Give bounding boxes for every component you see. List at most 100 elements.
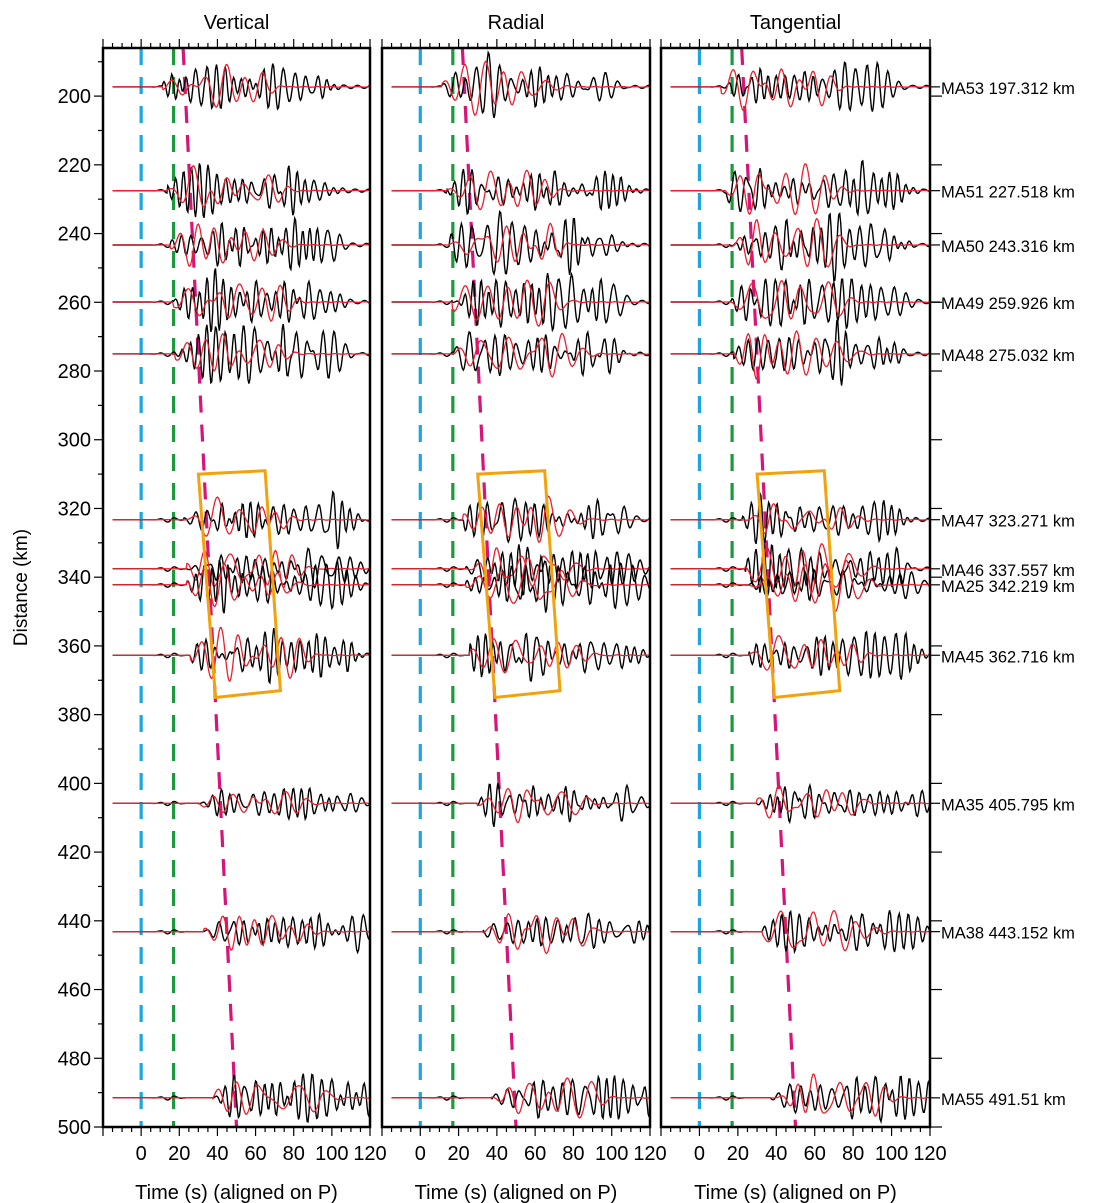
synthetic-trace-MA46 bbox=[670, 543, 930, 594]
x-tick-label: 40 bbox=[765, 1143, 787, 1165]
station-label: MA45 362.716 km bbox=[941, 648, 1075, 666]
y-tick-label: 340 bbox=[58, 567, 91, 589]
station-label: MA35 405.795 km bbox=[941, 796, 1075, 814]
reference-line-2 bbox=[181, 48, 239, 1127]
x-tick-label: 120 bbox=[913, 1143, 946, 1165]
x-tick-label: 20 bbox=[447, 1143, 469, 1165]
synthetic-trace-MA25 bbox=[670, 559, 930, 612]
synthetic-trace-MA53 bbox=[670, 68, 930, 112]
station-label: MA48 275.032 km bbox=[941, 347, 1075, 365]
y-tick-label: 280 bbox=[58, 361, 91, 383]
synthetic-trace-MA45 bbox=[391, 638, 650, 674]
right-axis: MA53 197.312 km MA51 227.518 km MA50 243.3… bbox=[930, 80, 1075, 1128]
synthetic-trace-MA50 bbox=[391, 222, 650, 263]
synthetic-trace-MA45 bbox=[670, 635, 930, 671]
synthetic-trace-MA25 bbox=[112, 562, 370, 608]
synthetic-trace-MA53 bbox=[391, 60, 650, 117]
synthetic-trace-MA50 bbox=[112, 223, 370, 267]
x-tick-label: 80 bbox=[283, 1143, 305, 1165]
synthetic-trace-MA48 bbox=[670, 329, 930, 380]
synthetic-trace-MA48 bbox=[391, 332, 650, 378]
x-tick-label: 20 bbox=[168, 1143, 190, 1165]
observed-trace-MA35 bbox=[391, 782, 650, 827]
x-tick-label: 100 bbox=[595, 1143, 628, 1165]
x-tick-label: 100 bbox=[315, 1143, 348, 1165]
y-tick-label: 500 bbox=[58, 1117, 91, 1139]
synthetic-trace-MA35 bbox=[112, 791, 370, 815]
synthetic-trace-MA49 bbox=[670, 279, 930, 320]
station-label: MA53 197.312 km bbox=[941, 80, 1075, 98]
highlight-box bbox=[755, 469, 842, 700]
synthetic-trace-MA49 bbox=[391, 279, 650, 327]
x-tick-label: 0 bbox=[415, 1143, 426, 1165]
synthetic-trace-MA51 bbox=[391, 169, 650, 211]
y-tick-label: 440 bbox=[58, 911, 91, 933]
station-label: MA51 227.518 km bbox=[941, 184, 1075, 202]
observed-trace-MA47 bbox=[112, 489, 370, 550]
x-tick-label: 40 bbox=[206, 1143, 228, 1165]
y-tick-label: 360 bbox=[58, 636, 91, 658]
y-tick-label: 220 bbox=[58, 155, 91, 177]
x-tick-label: 60 bbox=[804, 1143, 826, 1165]
station-label: MA55 491.51 km bbox=[941, 1091, 1066, 1109]
station-label: MA50 243.316 km bbox=[941, 238, 1075, 256]
synthetic-trace-MA53 bbox=[112, 63, 370, 108]
synthetic-trace-MA38 bbox=[670, 909, 930, 952]
synthetic-trace-MA55 bbox=[112, 1081, 370, 1115]
observed-trace-MA47 bbox=[670, 490, 930, 545]
panel-radial: 0 20 40 60 80 100 120 Radial Time (s) (aligned o… bbox=[380, 12, 667, 1203]
station-label: MA25 342.219 km bbox=[941, 578, 1075, 596]
x-axis-label: Time (s) (aligned on P) bbox=[415, 1182, 618, 1203]
x-tick-label: 40 bbox=[486, 1143, 508, 1165]
y-tick-label: 300 bbox=[58, 430, 91, 452]
synthetic-trace-MA50 bbox=[670, 217, 930, 268]
observed-trace-MA50 bbox=[391, 209, 650, 277]
x-axis-label: Time (s) (aligned on P) bbox=[694, 1182, 897, 1203]
panel-title: Vertical bbox=[204, 12, 270, 34]
x-tick-label: 0 bbox=[136, 1143, 147, 1165]
synthetic-trace-MA47 bbox=[670, 503, 930, 534]
synthetic-trace-MA47 bbox=[112, 496, 370, 537]
synthetic-trace-MA46 bbox=[391, 547, 650, 587]
highlight-box bbox=[196, 469, 282, 700]
synthetic-trace-MA51 bbox=[670, 162, 930, 216]
x-tick-label: 60 bbox=[524, 1143, 546, 1165]
panel-content bbox=[391, 48, 650, 1127]
synthetic-trace-MA35 bbox=[391, 787, 650, 824]
synthetic-trace-MA51 bbox=[112, 164, 370, 208]
panel-content bbox=[112, 48, 370, 1127]
y-tick-label: 240 bbox=[58, 224, 91, 246]
panel-frame bbox=[659, 46, 932, 1129]
y-axis-label: Distance (km) bbox=[11, 529, 32, 646]
synthetic-trace-MA25 bbox=[391, 556, 650, 604]
x-tick-label: 80 bbox=[562, 1143, 584, 1165]
y-tick-label: 320 bbox=[58, 498, 91, 520]
x-tick-label: 120 bbox=[633, 1143, 666, 1165]
station-label: MA49 259.926 km bbox=[941, 295, 1075, 313]
panel-content bbox=[670, 48, 930, 1127]
station-label: MA47 323.271 km bbox=[941, 513, 1075, 531]
y-tick-label: 200 bbox=[58, 86, 91, 108]
panel-vertical: 0 20 40 60 80 100 120 Vertical Time (s) (aligned… bbox=[101, 12, 387, 1203]
x-tick-label: 100 bbox=[875, 1143, 908, 1165]
station-label: MA38 443.152 km bbox=[941, 925, 1075, 943]
synthetic-trace-MA48 bbox=[112, 333, 370, 372]
observed-trace-MA50 bbox=[670, 211, 930, 283]
synthetic-trace-MA49 bbox=[112, 283, 370, 322]
observed-trace-MA49 bbox=[112, 268, 370, 333]
y-tick-label: 260 bbox=[58, 292, 91, 314]
y-tick-label: 420 bbox=[58, 842, 91, 864]
observed-trace-MA53 bbox=[391, 50, 650, 119]
y-tick-label: 460 bbox=[58, 980, 91, 1002]
synthetic-trace-MA35 bbox=[670, 784, 930, 819]
y-tick-label: 380 bbox=[58, 705, 91, 727]
y-axis: 200 220 240 260 280 300 320 340 360 380 400 420 440 4… bbox=[11, 61, 103, 1139]
highlight-box bbox=[476, 469, 562, 700]
x-tick-label: 80 bbox=[842, 1143, 864, 1165]
panel-title: Radial bbox=[488, 12, 545, 34]
synthetic-trace-MA55 bbox=[391, 1077, 650, 1119]
x-tick-label: 0 bbox=[694, 1143, 705, 1165]
synthetic-trace-MA38 bbox=[391, 912, 650, 955]
synthetic-trace-MA47 bbox=[391, 495, 650, 544]
